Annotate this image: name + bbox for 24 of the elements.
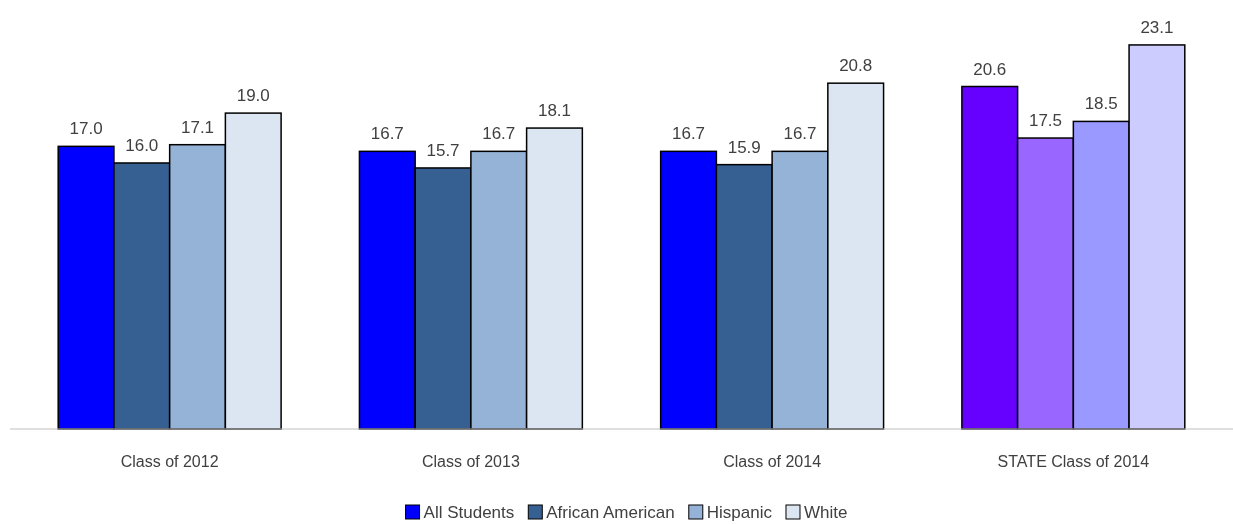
data-label: 16.7 <box>482 124 516 144</box>
data-label: 16.7 <box>370 124 404 144</box>
data-label: 18.5 <box>1084 94 1118 114</box>
x-tick-label: Class of 2013 <box>421 453 520 471</box>
data-label: 20.6 <box>973 59 1007 79</box>
data-label: 16.0 <box>125 135 159 155</box>
data-label: 19.0 <box>236 86 270 106</box>
x-tick-label: Class of 2012 <box>120 453 219 471</box>
legend-label: Hispanic <box>706 503 773 522</box>
data-label: 15.7 <box>426 140 460 160</box>
data-label: 20.8 <box>839 56 873 76</box>
data-label: 23.1 <box>1140 17 1174 37</box>
legend-label: African American <box>546 503 675 522</box>
data-label: 16.7 <box>671 124 706 144</box>
data-label: 17.5 <box>1028 111 1063 131</box>
data-label: 17.0 <box>69 119 103 139</box>
data-label: 17.1 <box>180 117 215 137</box>
x-tick-label: STATE Class of 2014 <box>997 453 1150 471</box>
x-tick-label: Class of 2014 <box>723 453 822 471</box>
data-label: 16.7 <box>783 124 817 144</box>
legend-label: White <box>803 503 848 522</box>
data-label: 15.9 <box>727 137 761 157</box>
legend-label: All Students <box>423 503 515 522</box>
data-label: 18.1 <box>537 101 572 121</box>
